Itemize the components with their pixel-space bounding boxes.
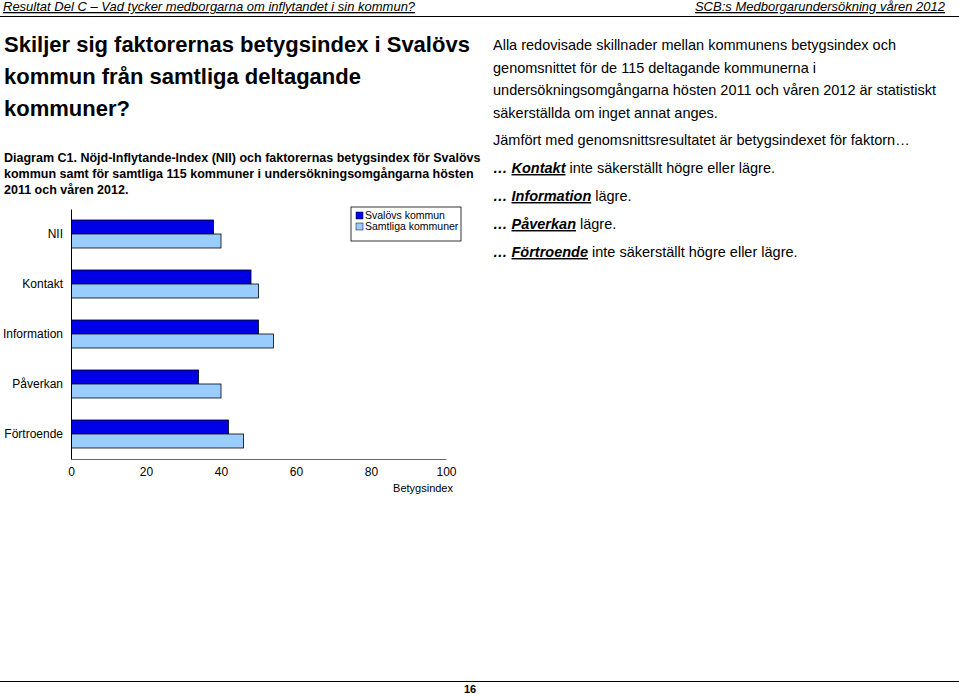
tick: 80 [365,459,379,479]
finding-lead: … [493,216,508,232]
footer-rule [0,681,959,682]
header-right: SCB:s Medborgarundersökning våren 2012 [695,0,946,14]
bar [71,434,244,448]
tick: Förtroende [4,427,71,441]
finding-text: inte säkerställt högre eller lägre. [592,244,798,260]
bar [71,220,214,234]
bar [71,420,229,434]
tick-label: 0 [68,465,75,479]
tick: 60 [290,459,304,479]
tick-label: 100 [436,465,456,479]
bars [71,220,274,448]
page-number: 16 [464,683,476,694]
bar [71,270,251,284]
note-line: Alla redovisade skillnader mellan kommun… [493,37,896,53]
x-axis-title: Betygsindex [393,482,453,494]
tick-label: 80 [365,465,379,479]
category-label: Påverkan [12,377,63,391]
header-rule [0,16,959,17]
finding-text: lägre. [595,188,631,204]
page: Resultat Del C – Vad tycker medborgarna … [0,0,959,694]
title-line: kommun från samtliga deltagande [4,64,361,89]
finding: …Kontaktinte säkerställt högre eller läg… [493,160,775,176]
finding-factor: Information [512,188,592,204]
finding-lead: … [493,244,508,260]
category-label: Kontakt [22,277,63,291]
legend: Svalövs kommunSamtliga kommuner [351,207,461,241]
finding-lead: … [493,188,508,204]
tick: Kontakt [22,277,71,291]
bar [71,384,221,398]
finding-text: lägre. [580,216,616,232]
bar [71,320,259,334]
category-label: Information [3,327,63,341]
intro: Jämfört med genomsnittsresultatet är bet… [493,132,910,148]
x-axis: 0 20 40 60 80 100 [68,459,457,479]
axis-line [71,210,72,460]
finding-factor: Påverkan [512,216,577,232]
tick: NII [48,227,71,241]
caption-line: kommun samt för samtliga 115 kommuner i … [4,167,474,181]
title-line: kommuner? [4,96,130,121]
finding-text: inte säkerställt högre eller lägre. [569,160,775,176]
bar [71,370,199,384]
tick-label: 60 [290,465,304,479]
finding-lead: … [493,160,508,176]
tick: Påverkan [12,377,71,391]
finding: …Informationlägre. [493,188,632,204]
header-left: Resultat Del C – Vad tycker medborgarna … [3,0,416,14]
finding: …Förtroendeinte säkerställt högre eller … [493,244,798,260]
caption-line: Diagram C1. Nöjd-Inflytande-Index (NII) … [4,151,481,165]
legend-swatch [356,223,363,230]
legend-frame [351,207,461,241]
tick: 40 [215,459,229,479]
tick: 100 [436,459,456,479]
legend-label: Samtliga kommuner [365,220,459,232]
bar [71,334,274,348]
note-line: undersökningsomgångarna hösten 2011 och … [493,82,936,98]
tick-label: 20 [140,465,154,479]
finding-factor: Kontakt [512,160,567,176]
finding-factor: Förtroende [512,244,589,260]
axis-line [72,459,447,460]
caption-line: 2011 och våren 2012. [4,183,128,197]
tick: 20 [140,459,154,479]
tick: Information [3,327,71,341]
title-line: Skiljer sig faktorernas betygsindex i Sv… [4,32,470,57]
category-label: Förtroende [4,427,63,441]
bar [71,284,259,298]
note-line: säkerställda om inget annat anges. [493,105,718,121]
y-axis: NII Kontakt Information Påverkan Förtroende [3,210,72,460]
category-label: NII [48,227,63,241]
finding: …Påverkanlägre. [493,216,616,232]
chart: NII Kontakt Information Påverkan Förtroende 0… [3,207,461,494]
legend-swatch [356,212,363,219]
tick-label: 40 [215,465,229,479]
note-line: genomsnittet för de 115 deltagande kommu… [493,60,816,76]
tick: 0 [68,459,75,479]
bar [71,234,221,248]
